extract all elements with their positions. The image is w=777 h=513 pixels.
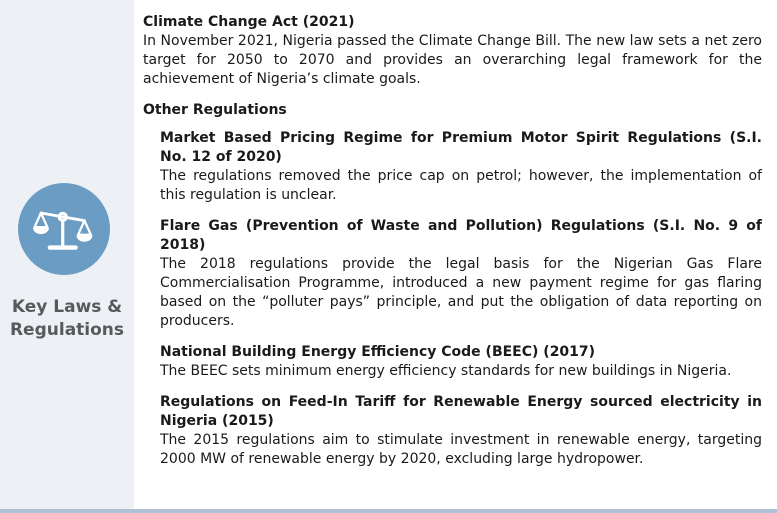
section-title: Regulations on Feed-In Tariff for Renewa… [160,394,762,429]
section-title: Flare Gas (Prevention of Waste and Pollu… [160,218,762,253]
section-title: Climate Change Act (2021) [143,14,355,30]
section-title: Other Regulations [143,102,287,118]
section-other-regulations: Other Regulations [143,101,762,120]
bottom-divider [0,509,777,513]
scales-of-justice-icon [32,211,93,250]
section-body: The 2018 regulations provide the legal b… [160,256,762,329]
content-area: Climate Change Act (2021) In November 20… [134,0,777,509]
law-icon-circle [18,183,110,275]
section-climate-change-act: Climate Change Act (2021) In November 20… [143,13,762,89]
section-title: National Building Energy Efficiency Code… [160,344,596,360]
section-title: Market Based Pricing Regime for Premium … [160,130,762,165]
sidebar: Key Laws & Regulations [0,0,134,513]
sidebar-label: Key Laws & Regulations [9,297,125,340]
section-feed-in-tariff: Regulations on Feed-In Tariff for Renewa… [160,393,762,469]
section-body: The regulations removed the price cap on… [160,168,762,203]
section-flare-gas: Flare Gas (Prevention of Waste and Pollu… [160,217,762,331]
section-beec: National Building Energy Efficiency Code… [160,343,762,381]
section-market-based-pricing: Market Based Pricing Regime for Premium … [160,129,762,205]
section-body: The BEEC sets minimum energy efficiency … [160,363,732,379]
section-body: The 2015 regulations aim to stimulate in… [160,432,762,467]
section-body: In November 2021, Nigeria passed the Cli… [143,33,762,87]
